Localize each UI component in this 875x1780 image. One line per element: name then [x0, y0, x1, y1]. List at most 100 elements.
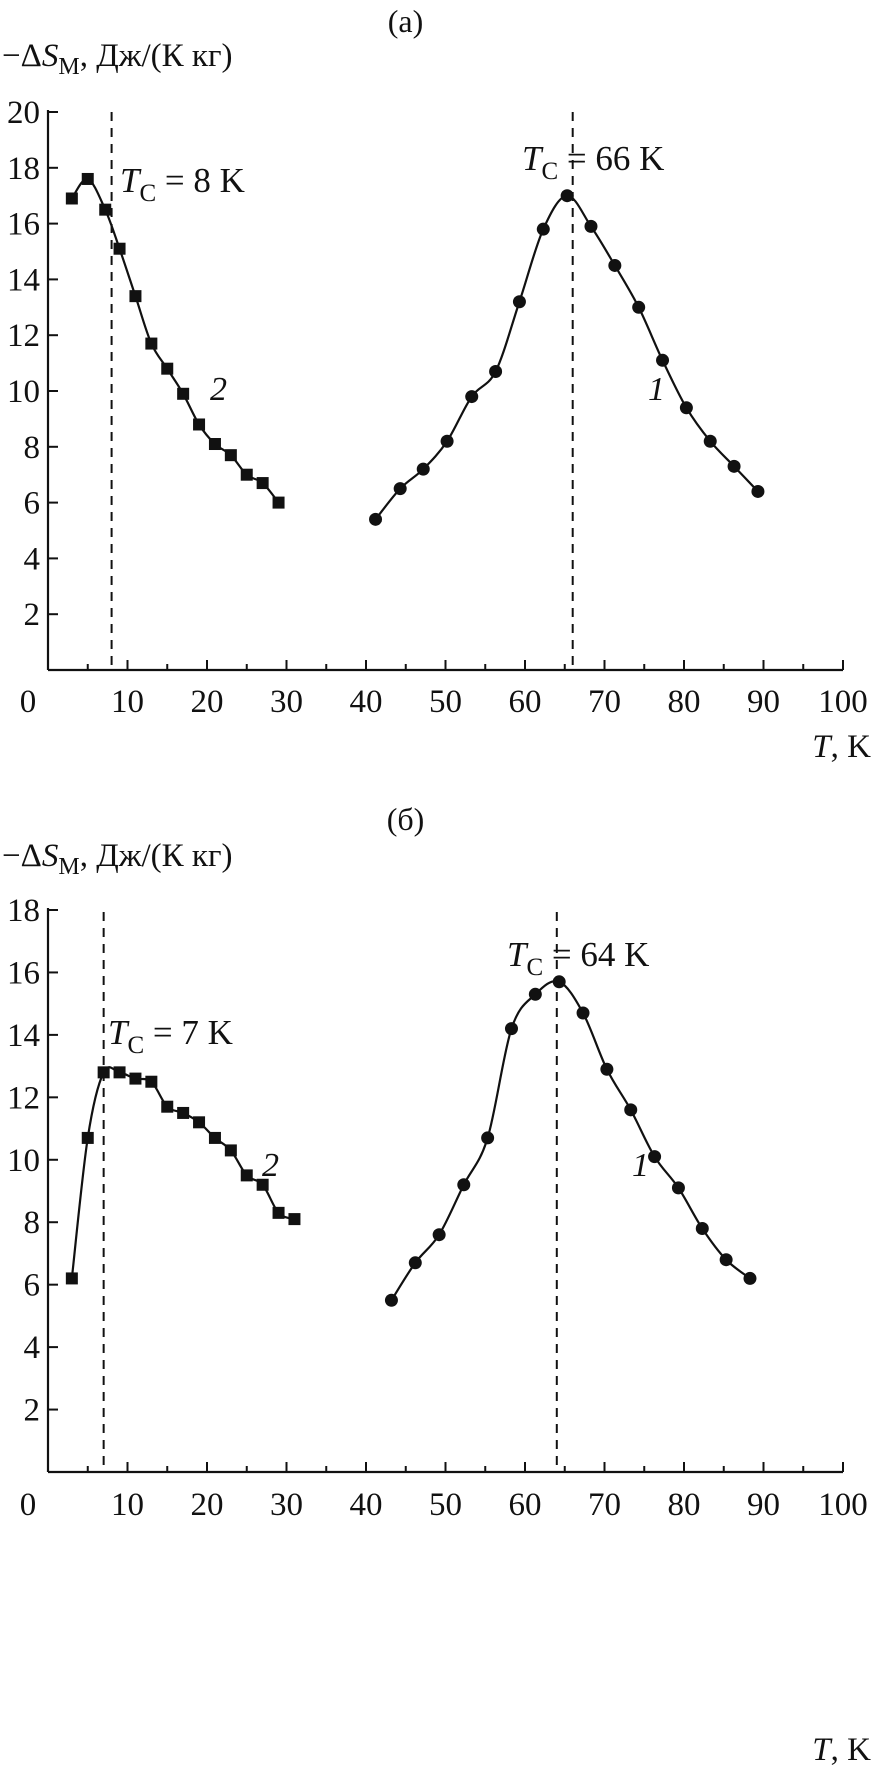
series-2-point: [145, 337, 158, 350]
x-tick-label: 10: [111, 684, 144, 720]
series-2-point: [81, 172, 94, 185]
series-1-point: [608, 258, 622, 272]
tc-value: = 7 K: [144, 1013, 233, 1052]
x-tick-label: 80: [668, 684, 701, 720]
y-tick-label: 14: [7, 1018, 40, 1054]
series-1-point: [369, 512, 383, 526]
x-tick-label: 0: [20, 1487, 37, 1523]
series-1-point: [552, 975, 566, 989]
series-2-point: [224, 1144, 237, 1157]
y-tick-label: 16: [7, 207, 40, 243]
tc-value: = 64 K: [543, 935, 649, 974]
tc-subscript: C: [139, 180, 156, 207]
series-1-point: [440, 434, 454, 448]
x-tick-label: 90: [747, 1487, 780, 1523]
x-tick-label: 80: [668, 1487, 701, 1523]
series-1-point: [384, 1293, 398, 1307]
x-axis-title: T, K: [812, 1732, 871, 1768]
series-2-point: [272, 496, 285, 509]
y-axis-title-symbol: S: [42, 38, 59, 74]
series-2-point: [129, 290, 142, 303]
series-1-point: [393, 482, 407, 496]
series-1-point: [504, 1022, 518, 1036]
y-axis-title-subscript: M: [58, 54, 79, 80]
series-2-point: [288, 1213, 301, 1226]
series-2-point: [177, 1106, 190, 1119]
x-tick-label: 60: [509, 1487, 542, 1523]
tc-annotation: TC = 66 K: [522, 139, 664, 185]
tc-subscript: C: [127, 1032, 144, 1059]
x-tick-label: 60: [509, 684, 542, 720]
series-1-point: [432, 1228, 446, 1242]
tc-symbol: T: [522, 139, 544, 178]
series-1-point: [416, 462, 430, 476]
y-tick-label: 10: [7, 1143, 40, 1179]
series-2-point: [193, 418, 206, 431]
series-2-point: [256, 477, 269, 490]
series-1-point: [465, 390, 479, 404]
series-2-point: [240, 468, 253, 481]
x-tick-label: 40: [350, 1487, 383, 1523]
y-tick-label: 4: [24, 1330, 41, 1366]
series-1-point: [671, 1181, 685, 1195]
y-tick-label: 10: [7, 374, 40, 410]
series-1-point: [703, 434, 717, 448]
y-axis-title-symbol: S: [42, 838, 59, 874]
series-1-point: [719, 1253, 733, 1267]
series-2-point: [208, 438, 221, 451]
tc-symbol: T: [108, 1013, 130, 1052]
series-1-point: [408, 1256, 422, 1270]
series-2-point: [208, 1131, 221, 1144]
panel-label: (б): [387, 801, 425, 837]
series-1-point: [656, 353, 670, 367]
tc-symbol: T: [507, 935, 529, 974]
series-2-label: 2: [210, 371, 227, 408]
tc-value: = 66 K: [558, 139, 664, 178]
y-tick-label: 16: [7, 955, 40, 991]
tc-annotation: TC = 7 K: [108, 1013, 233, 1059]
x-axis-title-symbol: T: [812, 729, 833, 765]
x-tick-label: 10: [111, 1487, 144, 1523]
series-1-point: [751, 484, 765, 498]
y-axis-title-units: , Дж/(К кг): [80, 38, 233, 74]
y-tick-label: 18: [7, 893, 40, 929]
y-tick-label: 14: [7, 262, 40, 298]
series-2-point: [129, 1072, 142, 1085]
series-1-point: [679, 401, 693, 415]
x-tick-label: 40: [350, 684, 383, 720]
series-1-point: [600, 1062, 614, 1076]
series-1-point: [512, 295, 526, 309]
y-axis-title-prefix: −Δ: [2, 838, 42, 874]
series-1-point: [648, 1150, 662, 1164]
series-1-line: [390, 980, 751, 1301]
series-1-point: [560, 189, 574, 203]
x-tick-label: 70: [588, 1487, 621, 1523]
series-2-point: [97, 1066, 110, 1079]
series-1-point: [536, 222, 550, 236]
y-tick-label: 2: [24, 1393, 41, 1429]
x-axis-title: T, K: [812, 729, 871, 765]
y-tick-label: 6: [24, 1268, 41, 1304]
x-tick-label: 100: [818, 1487, 868, 1523]
series-1-point: [743, 1271, 757, 1285]
x-tick-label: 20: [191, 1487, 224, 1523]
y-tick-label: 8: [24, 1205, 41, 1241]
y-tick-label: 6: [24, 486, 41, 522]
series-1-point: [624, 1103, 638, 1117]
series-1-point: [489, 364, 503, 378]
y-tick-label: 20: [7, 95, 40, 131]
series-2-point: [65, 1272, 78, 1285]
x-tick-label: 50: [429, 1487, 462, 1523]
series-1-point: [584, 219, 598, 233]
y-tick-label: 8: [24, 430, 41, 466]
series-2-label: 2: [262, 1147, 279, 1184]
tc-symbol: T: [120, 161, 142, 200]
y-tick-label: 12: [7, 318, 40, 354]
series-2-point: [113, 1066, 126, 1079]
tc-subscript: C: [541, 158, 558, 185]
x-tick-label: 0: [20, 684, 37, 720]
x-tick-label: 90: [747, 684, 780, 720]
series-1-point: [528, 987, 542, 1001]
